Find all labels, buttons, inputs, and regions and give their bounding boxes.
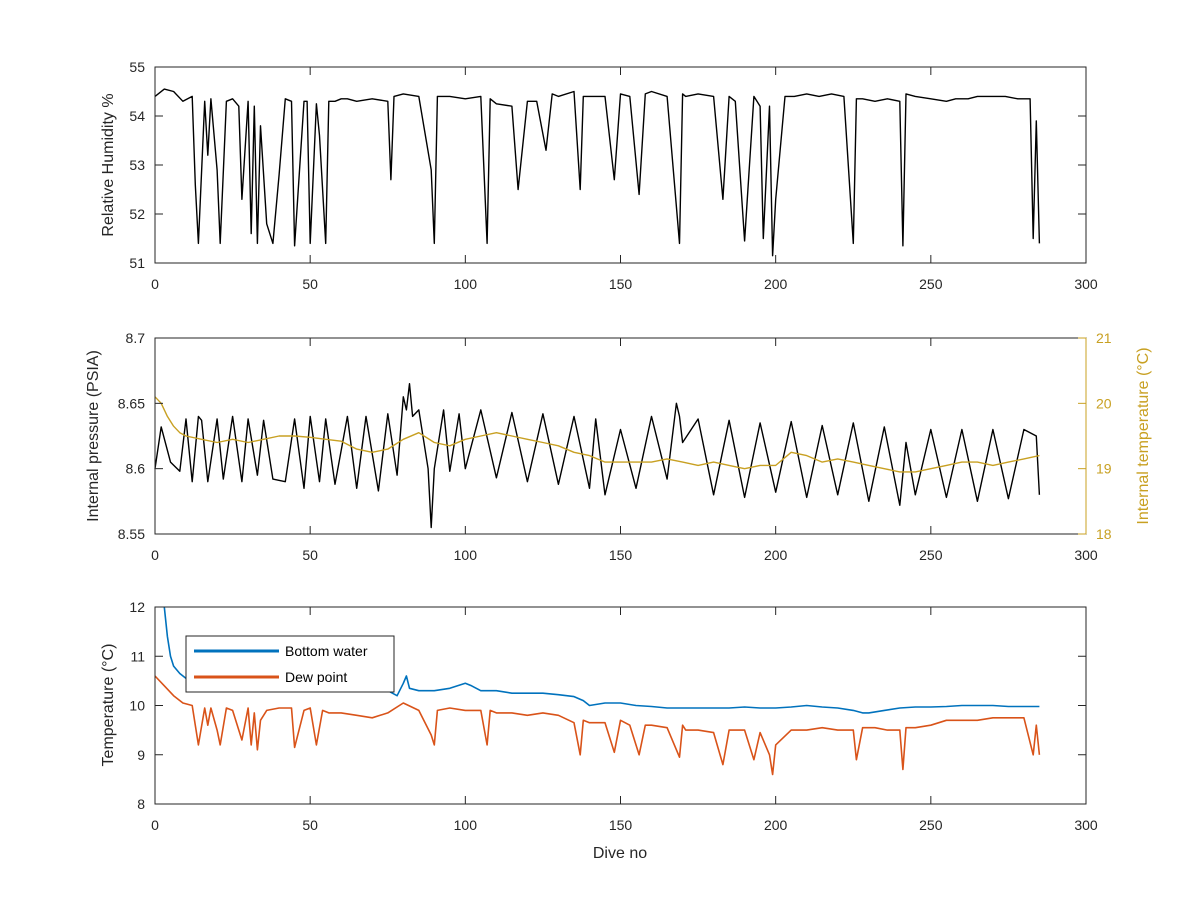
humidity-lines (154, 88, 1041, 257)
humidity-y-axis-label: Relative Humidity % (100, 93, 117, 236)
x-tick-label: 250 (919, 817, 943, 833)
y-tick-label-right: 20 (1096, 395, 1112, 411)
pressure-panel: 0 50 100 150 200 250 300 8.55 8.6 8.65 8.7 18 19 20 21… (85, 330, 1152, 563)
x-tick-label: 100 (454, 817, 478, 833)
y-tick-label-right: 18 (1096, 526, 1112, 542)
x-tick-label: 150 (609, 276, 633, 292)
x-tick-label: 50 (302, 276, 318, 292)
y-tick-label: 51 (129, 255, 145, 271)
legend: Bottom water Dew point (185, 635, 395, 693)
y-tick-label: 9 (137, 747, 145, 763)
y-tick-label-right: 19 (1096, 461, 1112, 477)
internal-temperature-y-axis-label: Internal temperature (°C) (1135, 347, 1152, 524)
temperature-ticks: 0 50 100 150 200 250 300 8 9 10 11 12 (129, 599, 1097, 833)
humidity-panel: 0 50 100 150 200 250 300 51 52 53 54 55 Relative Hu… (100, 59, 1098, 292)
y-tick-label: 11 (130, 648, 145, 664)
y-tick-label: 8.55 (118, 526, 145, 542)
pressure-y-axis-label: Internal pressure (PSIA) (85, 350, 102, 522)
y-tick-label: 10 (129, 698, 145, 714)
legend-box (185, 635, 395, 693)
x-tick-label: 300 (1074, 547, 1098, 563)
x-tick-label: 150 (609, 817, 633, 833)
humidity-series-1-line (154, 88, 1041, 257)
x-tick-label: 200 (764, 547, 788, 563)
temperature-y-axis-label: Temperature (°C) (100, 644, 117, 767)
pressure-lines (154, 383, 1041, 529)
legend-label-bottom-water: Bottom water (285, 643, 368, 659)
x-tick-label: 100 (454, 276, 478, 292)
x-tick-label: 150 (609, 547, 633, 563)
y-tick-label: 53 (129, 157, 145, 173)
x-tick-label: 100 (454, 547, 478, 563)
x-tick-label: 0 (151, 276, 159, 292)
x-tick-label: 300 (1074, 276, 1098, 292)
x-tick-label: 50 (302, 547, 318, 563)
y-tick-label: 8 (137, 796, 145, 812)
x-tick-label: 200 (764, 276, 788, 292)
x-tick-label: 250 (919, 276, 943, 292)
x-tick-label: 0 (151, 547, 159, 563)
temperature-panel: 0 50 100 150 200 250 300 8 9 10 11 12 Temperature (… (100, 599, 1098, 862)
legend-label-dew-point: Dew point (285, 669, 347, 685)
y-tick-label: 54 (129, 108, 145, 124)
x-tick-label: 0 (151, 817, 159, 833)
humidity-ticks: 0 50 100 150 200 250 300 51 52 53 54 55 (129, 59, 1097, 292)
y-tick-label: 8.65 (118, 395, 145, 411)
y-tick-label: 12 (129, 599, 145, 615)
x-tick-label: 200 (764, 817, 788, 833)
y-tick-label: 8.7 (126, 330, 146, 346)
x-tick-label: 50 (302, 817, 318, 833)
x-tick-label: 250 (919, 547, 943, 563)
pressure-series-2-line (154, 396, 1040, 473)
pressure-ticks: 0 50 100 150 200 250 300 8.55 8.6 8.65 8.7 18 19 20 21 (118, 330, 1112, 563)
y-tick-label: 8.6 (126, 461, 146, 477)
x-axis-label: Dive no (593, 845, 647, 862)
pressure-series-1-line (154, 383, 1041, 529)
temperature-series-dew-point-line (154, 675, 1041, 776)
y-tick-label: 52 (129, 206, 145, 222)
y-tick-label: 55 (129, 59, 145, 75)
y-tick-label-right: 21 (1096, 330, 1112, 346)
x-tick-label: 300 (1074, 817, 1098, 833)
